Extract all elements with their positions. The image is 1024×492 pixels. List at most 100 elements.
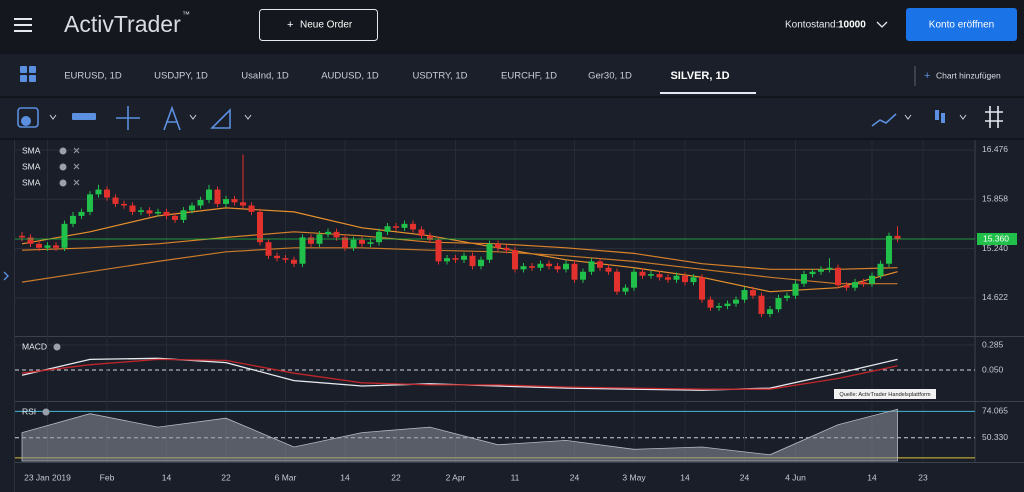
y-tick-label: 15.240 xyxy=(982,243,1008,253)
indicator-settings[interactable] xyxy=(59,147,67,155)
tab[interactable]: SILVER, 1D xyxy=(670,70,729,82)
indicator-label[interactable]: RSI xyxy=(22,406,36,416)
candle-body xyxy=(597,261,603,268)
candle-body xyxy=(206,189,212,200)
tab[interactable]: USDTRY, 1D xyxy=(412,71,467,82)
source-label: Quelle: ActivTrader Handelsplattform xyxy=(839,392,931,398)
x-tick-label: 22 xyxy=(391,472,401,482)
indicator-close[interactable] xyxy=(73,179,80,186)
indicator-settings[interactable] xyxy=(42,408,50,416)
source-box xyxy=(834,389,936,399)
sma-line xyxy=(21,231,898,270)
indicator-label[interactable]: SMA xyxy=(22,161,41,171)
x-tick-label: 23 xyxy=(918,472,928,482)
candle-body xyxy=(265,242,272,256)
candle-body xyxy=(53,245,59,248)
candle-body xyxy=(486,243,493,260)
candle-body xyxy=(138,210,144,212)
logo-mark: ™ xyxy=(182,10,190,19)
tab[interactable]: UsaInd, 1D xyxy=(241,71,289,82)
candle-body xyxy=(163,211,170,216)
candle-body xyxy=(461,255,467,260)
menu-icon[interactable] xyxy=(14,18,32,32)
active-tab-underline xyxy=(660,92,756,94)
candle-body xyxy=(614,271,620,292)
candle-body xyxy=(308,237,314,244)
candle-body xyxy=(588,261,595,272)
candle-body xyxy=(801,274,807,284)
candle-body xyxy=(189,205,195,211)
candle-body xyxy=(537,263,544,268)
indicator-close[interactable] xyxy=(73,147,80,154)
x-tick-label: 6 Mar xyxy=(275,472,297,482)
indicator-settings[interactable] xyxy=(59,179,67,187)
side-expand-arrow[interactable] xyxy=(3,271,9,281)
toolbar xyxy=(0,98,1024,138)
indicator-label[interactable]: SMA xyxy=(22,177,41,187)
tab[interactable]: USDJPY, 1D xyxy=(154,71,208,82)
open-account-button[interactable] xyxy=(906,8,1017,41)
candle-body xyxy=(495,243,501,248)
indicator-close[interactable] xyxy=(73,163,80,170)
candle-body xyxy=(367,242,374,244)
y-tick-label: 50.330 xyxy=(982,432,1008,442)
candle-body xyxy=(435,239,442,262)
indicator-settings[interactable] xyxy=(59,163,67,171)
candle-body xyxy=(112,197,119,204)
y-tick-label: 74.065 xyxy=(982,406,1008,416)
x-tick-label: 3 May xyxy=(622,472,646,482)
candle-body xyxy=(826,267,833,270)
new-order-button[interactable] xyxy=(259,9,378,41)
candle-body xyxy=(376,231,382,243)
candle-body xyxy=(36,243,42,248)
candle-body xyxy=(393,226,399,228)
candle-body xyxy=(758,295,765,315)
x-tick-label: 14 xyxy=(867,472,877,482)
y-tick-label: 16.476 xyxy=(982,144,1008,154)
candle-body xyxy=(622,287,629,292)
tab[interactable]: Ger30, 1D xyxy=(588,71,632,82)
indicator-settings[interactable] xyxy=(53,343,61,351)
candle-body xyxy=(70,215,76,224)
x-tick-label: 4 Jun xyxy=(785,472,806,482)
open-account-label: Konto eröffnen xyxy=(929,20,994,31)
candle-body xyxy=(427,235,433,240)
balance-chevron[interactable] xyxy=(876,21,888,28)
toolbar-icons[interactable] xyxy=(17,105,1003,131)
indicator-label[interactable]: MACD xyxy=(22,341,47,351)
sma-line xyxy=(21,247,898,285)
candle-body xyxy=(784,295,790,299)
layout-icon[interactable] xyxy=(20,66,36,82)
candle-body xyxy=(61,223,68,248)
candle-body xyxy=(19,235,25,238)
candle-body xyxy=(741,290,748,300)
candle-body xyxy=(512,250,518,270)
y-tick-label: 14.622 xyxy=(982,292,1008,302)
x-tick-label: 24 xyxy=(570,472,580,482)
candle-body xyxy=(418,229,425,236)
add-chart-plus: + xyxy=(924,70,930,82)
candle-body xyxy=(350,239,357,248)
tab[interactable]: EURUSD, 1D xyxy=(64,71,122,82)
x-tick-label: 14 xyxy=(162,472,172,482)
candle-body xyxy=(563,263,569,270)
candle-body xyxy=(665,277,671,280)
last-price-tag xyxy=(977,233,1017,246)
top-bar xyxy=(0,0,1024,50)
tab[interactable]: AUDUSD, 1D xyxy=(321,71,379,82)
x-tick-label: Feb xyxy=(100,472,115,482)
x-tick-label: 11 xyxy=(511,472,520,482)
candle-body xyxy=(444,258,450,262)
candle-body xyxy=(27,237,34,244)
candle-body xyxy=(291,259,297,264)
add-chart-label[interactable]: Chart hinzufügen xyxy=(936,70,1001,80)
tab[interactable]: EURCHF, 1D xyxy=(501,71,557,82)
candle-body xyxy=(359,239,365,244)
candle-body xyxy=(580,271,586,280)
candle-body xyxy=(639,271,646,276)
candle-body xyxy=(546,263,552,267)
macd-line xyxy=(21,358,898,390)
candle-body xyxy=(240,202,246,206)
indicator-label[interactable]: SMA xyxy=(22,145,41,155)
